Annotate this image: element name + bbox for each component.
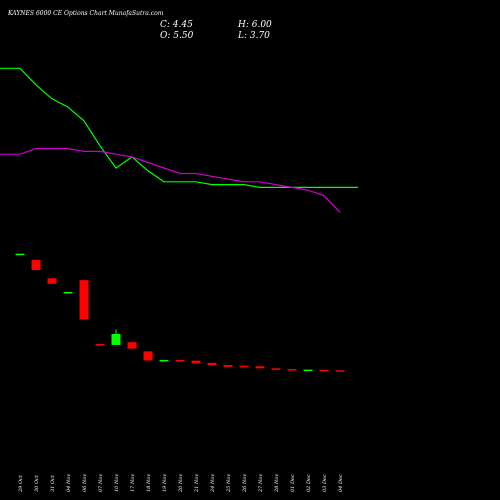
- candle-body: [95, 344, 105, 346]
- low-label: L: 3.70: [237, 31, 270, 41]
- candle-body: [159, 359, 169, 362]
- candle: [287, 369, 297, 371]
- x-tick-label: 29 Oct: [18, 474, 24, 493]
- high-label: H: 6.00: [237, 20, 272, 30]
- x-tick-label: 31 Oct: [50, 474, 56, 492]
- x-tick-label: 19 Nov: [162, 474, 168, 492]
- candle: [143, 351, 153, 361]
- x-tick-label: 17 Nov: [130, 474, 136, 492]
- x-tick-label: 18 Nov: [146, 474, 152, 492]
- candle-body: [207, 362, 217, 366]
- x-tick-label: 27 Nov: [258, 474, 264, 493]
- candle-body: [239, 365, 249, 368]
- candle-body: [127, 342, 137, 349]
- candle: [127, 342, 137, 349]
- candle: [31, 260, 41, 271]
- candles-group: [15, 253, 345, 372]
- candle: [63, 292, 73, 294]
- candle: [159, 359, 169, 362]
- candle-body: [191, 360, 201, 364]
- candle: [255, 366, 265, 369]
- indicator-lines: [0, 67, 358, 213]
- candle-body: [223, 365, 233, 367]
- candle-body: [63, 292, 73, 294]
- x-tick-label: 03 Dec: [322, 474, 328, 492]
- candle: [303, 369, 313, 372]
- x-tick-label: 20 Nov: [178, 474, 184, 493]
- x-tick-label: 04 Dec: [338, 474, 344, 492]
- x-tick-label: 28 Nov: [274, 474, 280, 493]
- candle: [79, 280, 89, 320]
- close-label: C: 4.45: [160, 20, 193, 30]
- candle: [191, 360, 201, 364]
- candle-body: [319, 369, 329, 372]
- candle: [47, 278, 57, 284]
- candle-body: [335, 370, 345, 372]
- x-axis-labels: 29 Oct 30 Oct 31 Oct 04 Nov 06 Nov 07 Nov 10 N…: [18, 474, 344, 493]
- x-tick-label: 21 Nov: [194, 474, 200, 493]
- candle: [111, 329, 121, 345]
- x-tick-label: 24 Nov: [210, 474, 216, 493]
- candle-body: [15, 253, 25, 256]
- candle-body: [79, 280, 89, 320]
- x-tick-label: 06 Nov: [82, 474, 88, 492]
- indicator-line-2: [0, 148, 341, 213]
- x-tick-label: 04 Nov: [66, 474, 72, 492]
- candle-body: [143, 351, 153, 361]
- x-tick-label: 07 Nov: [98, 474, 104, 492]
- candle: [95, 344, 105, 346]
- chart-title: KAYNES 6000 CE Options Chart MunafaSutra…: [7, 10, 164, 17]
- candle-body: [255, 366, 265, 369]
- candle: [223, 365, 233, 367]
- x-tick-label: 25 Nov: [226, 474, 232, 493]
- candle: [319, 369, 329, 372]
- indicator-line-1: [0, 67, 358, 188]
- candle-body: [31, 260, 41, 271]
- candle-body: [111, 334, 121, 345]
- candle-body: [287, 369, 297, 371]
- candle-body: [303, 369, 313, 372]
- x-tick-label: 10 Nov: [114, 474, 120, 492]
- candle-body: [47, 278, 57, 284]
- candle: [239, 365, 249, 368]
- x-tick-label: 01 Dec: [290, 474, 296, 492]
- candle-body: [175, 359, 185, 362]
- candle: [335, 370, 345, 372]
- candle: [271, 368, 281, 370]
- candle: [15, 253, 25, 256]
- x-tick-label: 30 Oct: [34, 474, 40, 492]
- open-label: O: 5.50: [160, 31, 194, 41]
- candle-body: [271, 368, 281, 370]
- candle: [207, 362, 217, 366]
- candle: [175, 359, 185, 362]
- x-tick-label: 26 Nov: [242, 474, 248, 493]
- x-tick-label: 02 Dec: [306, 474, 312, 492]
